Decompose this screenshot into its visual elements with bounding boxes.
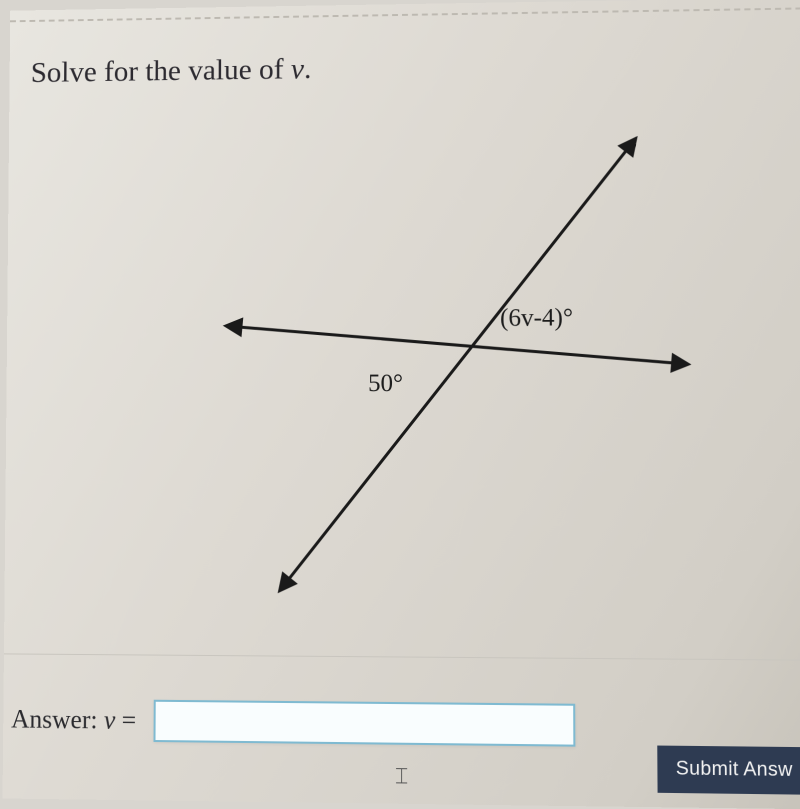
question-variable: v [291, 53, 304, 85]
diagram-line-horizontal [227, 324, 688, 366]
angle-label-expression: (6v-4)° [500, 304, 573, 332]
question-text: Solve for the value of v. [31, 53, 312, 90]
answer-equals: = [115, 705, 136, 734]
answer-prefix: Answer: [11, 704, 104, 734]
angle-diagram [141, 118, 704, 633]
angle-label-50: 50° [368, 370, 403, 398]
question-prefix: Solve for the value of [31, 53, 291, 89]
answer-variable: v [104, 705, 116, 734]
answer-label: Answer: v = [11, 704, 136, 735]
answer-row: Answer: v = [3, 698, 800, 749]
question-suffix: . [304, 53, 311, 85]
submit-label: Submit Answ [676, 758, 793, 781]
bottom-divider [4, 653, 800, 660]
submit-button[interactable]: Submit Answ [657, 746, 800, 795]
top-divider [10, 7, 800, 22]
text-caret-icon: ⌶ [395, 763, 408, 790]
answer-input[interactable] [154, 700, 576, 747]
worksheet-page: Solve for the value of v. 50° (6v-4)° An… [3, 0, 800, 809]
diagram-line-diagonal [280, 139, 638, 592]
